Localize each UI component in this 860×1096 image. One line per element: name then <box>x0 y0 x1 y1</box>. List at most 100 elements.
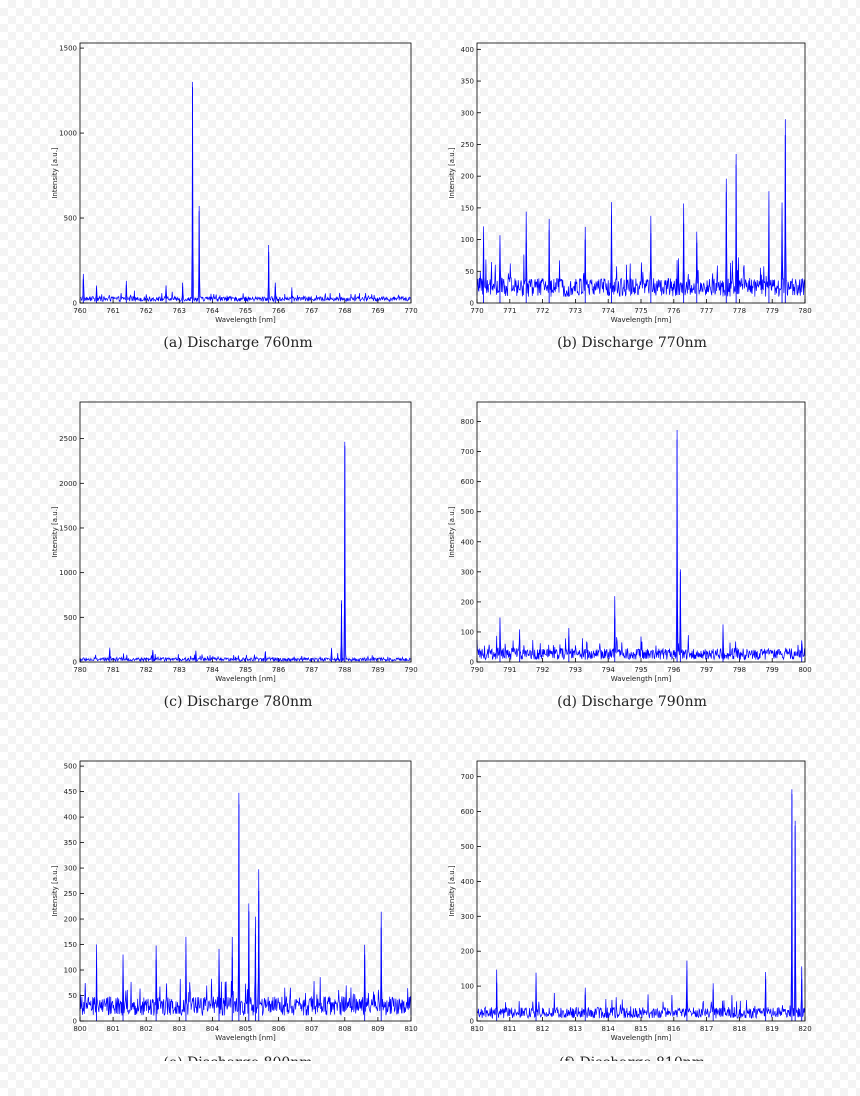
x-tick-label: 794 <box>602 666 616 674</box>
x-tick-label: 765 <box>239 307 252 315</box>
y-tick-label: 500 <box>64 614 77 622</box>
y-tick-label: 300 <box>64 865 77 873</box>
x-tick-label: 782 <box>140 666 153 674</box>
x-tick-label: 764 <box>206 307 220 315</box>
y-tick-label: 100 <box>461 236 474 244</box>
x-axis-label: Wavelength [nm] <box>611 1034 672 1042</box>
x-tick-label: 819 <box>766 1025 779 1033</box>
x-tick-label: 812 <box>536 1025 549 1033</box>
x-tick-label: 788 <box>338 666 351 674</box>
x-axis-label: Wavelength [nm] <box>611 316 672 324</box>
y-tick-label: 300 <box>461 109 474 117</box>
chart-panel-6: 810 811 812 813 814 815 816 817 818 819 820 0 100 200… <box>448 760 812 1042</box>
y-tick-label: 400 <box>461 46 474 54</box>
x-tick-label: 786 <box>272 666 286 674</box>
y-tick-label: 800 <box>461 418 474 426</box>
spectrum-line <box>79 81 412 303</box>
y-tick-label: 100 <box>461 983 474 991</box>
y-axis-label: Intensity [a.u.] <box>448 506 456 558</box>
y-tick-label: 400 <box>64 814 77 822</box>
spectrum-line <box>476 789 806 1020</box>
x-tick-label: 810 <box>470 1025 483 1033</box>
y-tick-label: 500 <box>64 215 77 223</box>
x-tick-label: 767 <box>305 307 318 315</box>
y-tick-label: 2000 <box>59 480 77 488</box>
x-tick-label: 770 <box>404 307 417 315</box>
y-tick-label: 350 <box>64 839 77 847</box>
y-tick-label: 150 <box>461 204 474 212</box>
x-tick-label: 774 <box>602 307 616 315</box>
x-tick-label: 793 <box>569 666 582 674</box>
x-tick-label: 773 <box>569 307 582 315</box>
plot-frame <box>476 760 806 1022</box>
y-tick-label: 200 <box>461 173 474 181</box>
y-tick-label: 0 <box>73 659 77 667</box>
y-tick-label: 450 <box>64 788 77 796</box>
x-tick-label: 817 <box>700 1025 713 1033</box>
x-tick-label: 805 <box>239 1025 252 1033</box>
y-tick-label: 0 <box>73 300 77 308</box>
x-tick-label: 780 <box>798 307 811 315</box>
x-tick-label: 798 <box>733 666 746 674</box>
y-tick-label: 0 <box>470 300 474 308</box>
x-axis-label: Wavelength [nm] <box>215 675 276 683</box>
y-tick-label: 400 <box>461 878 474 886</box>
y-tick-label: 600 <box>461 808 474 816</box>
x-tick-label: 775 <box>634 307 647 315</box>
x-tick-label: 797 <box>700 666 713 674</box>
y-tick-label: 500 <box>461 843 474 851</box>
x-tick-label: 771 <box>503 307 516 315</box>
y-tick-label: 1000 <box>59 569 77 577</box>
x-tick-label: 784 <box>206 666 220 674</box>
x-tick-label: 768 <box>338 307 351 315</box>
y-tick-label: 400 <box>461 538 474 546</box>
x-axis-label: Wavelength [nm] <box>215 316 276 324</box>
y-tick-label: 700 <box>461 773 474 781</box>
chart-panel-4: 790 791 792 793 794 795 796 797 798 799 800 0 100 200… <box>448 401 812 683</box>
y-tick-label: 250 <box>461 141 474 149</box>
x-tick-label: 813 <box>569 1025 582 1033</box>
caption-c: (c) Discharge 780nm <box>163 694 313 710</box>
x-tick-label: 790 <box>404 666 417 674</box>
x-tick-label: 761 <box>106 307 119 315</box>
y-axis-label: Intensity [a.u.] <box>448 147 456 199</box>
x-tick-label: 772 <box>536 307 549 315</box>
x-tick-label: 810 <box>404 1025 417 1033</box>
y-axis-label: Intensity [a.u.] <box>448 865 456 917</box>
y-tick-label: 1000 <box>59 130 77 138</box>
y-axis-label: Intensity [a.u.] <box>51 147 59 199</box>
y-tick-label: 500 <box>64 763 77 771</box>
x-tick-label: 815 <box>634 1025 647 1033</box>
x-tick-label: 796 <box>667 666 681 674</box>
x-tick-label: 803 <box>173 1025 186 1033</box>
chart-panel-3: 780 781 782 783 784 785 786 787 788 789 790 0 500 100… <box>51 401 418 683</box>
y-tick-label: 700 <box>461 448 474 456</box>
caption-b: (b) Discharge 770nm <box>557 335 707 351</box>
x-tick-label: 814 <box>602 1025 616 1033</box>
caption-f: (f) Discharge 810nm <box>442 1053 822 1061</box>
y-tick-label: 300 <box>461 568 474 576</box>
y-tick-label: 200 <box>461 598 474 606</box>
spectrum-line <box>476 429 806 661</box>
caption-e: (e) Discharge 800nm <box>48 1053 428 1061</box>
x-tick-label: 780 <box>73 666 86 674</box>
y-tick-label: 100 <box>64 967 77 975</box>
x-tick-label: 763 <box>173 307 186 315</box>
x-tick-label: 769 <box>371 307 384 315</box>
x-tick-label: 811 <box>503 1025 516 1033</box>
y-tick-label: 0 <box>73 1018 77 1026</box>
x-tick-label: 820 <box>798 1025 811 1033</box>
y-axis-label: Intensity [a.u.] <box>51 506 59 558</box>
x-tick-label: 777 <box>700 307 713 315</box>
y-tick-label: 50 <box>465 268 474 276</box>
plot-frame <box>79 401 412 663</box>
x-tick-label: 809 <box>371 1025 384 1033</box>
spectrum-line <box>79 441 412 663</box>
x-tick-label: 790 <box>470 666 483 674</box>
x-tick-label: 799 <box>766 666 779 674</box>
x-tick-label: 792 <box>536 666 549 674</box>
x-tick-label: 800 <box>798 666 811 674</box>
y-tick-label: 200 <box>461 948 474 956</box>
y-axis-label: Intensity [a.u.] <box>51 865 59 917</box>
x-tick-label: 785 <box>239 666 252 674</box>
